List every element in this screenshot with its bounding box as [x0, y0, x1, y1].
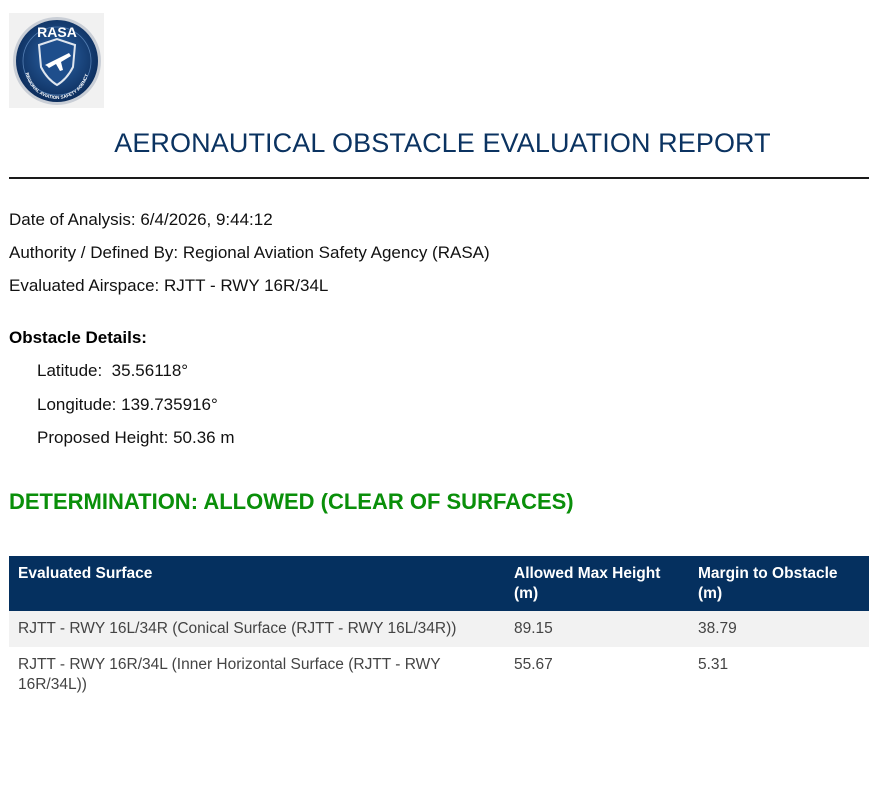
rasa-emblem-icon: RASA REGIONAL AVIATION SAFETY AGENCY	[12, 16, 101, 105]
date-of-analysis: Date of Analysis: 6/4/2026, 9:44:12	[9, 210, 273, 229]
title-divider	[9, 177, 869, 179]
cell-allowed-height: 55.67	[514, 656, 553, 673]
obstacle-details-heading: Obstacle Details:	[9, 328, 147, 347]
table-row: RJTT - RWY 16R/34L (Inner Horizontal Sur…	[9, 647, 869, 703]
determination-status: DETERMINATION: ALLOWED (CLEAR OF SURFACE…	[9, 489, 574, 514]
table-row: RJTT - RWY 16L/34R (Conical Surface (RJT…	[9, 611, 869, 647]
cell-allowed-height: 89.15	[514, 620, 553, 637]
obstacle-proposed-height: Proposed Height: 50.36 m	[37, 428, 235, 447]
obstacle-latitude: Latitude: 35.56118°	[37, 361, 189, 380]
column-header-evaluated-surface: Evaluated Surface	[18, 565, 153, 582]
evaluated-airspace: Evaluated Airspace: RJTT - RWY 16R/34L	[9, 276, 329, 295]
obstacle-longitude: Longitude: 139.735916°	[37, 395, 218, 414]
svg-text:RASA: RASA	[37, 24, 77, 40]
table-header-row: Evaluated Surface Allowed Max Height (m)…	[9, 556, 869, 611]
surfaces-table: Evaluated Surface Allowed Max Height (m)…	[9, 556, 869, 703]
column-header-allowed-max-height: Allowed Max Height (m)	[514, 565, 661, 602]
cell-margin: 38.79	[698, 620, 737, 637]
cell-surface: RJTT - RWY 16R/34L (Inner Horizontal Sur…	[18, 656, 441, 693]
column-header-margin-to-obstacle: Margin to Obstacle (m)	[698, 565, 838, 602]
cell-surface: RJTT - RWY 16L/34R (Conical Surface (RJT…	[18, 620, 457, 637]
authority: Authority / Defined By: Regional Aviatio…	[9, 243, 490, 262]
cell-margin: 5.31	[698, 656, 729, 673]
rasa-logo: RASA REGIONAL AVIATION SAFETY AGENCY	[9, 13, 104, 108]
report-title: AERONAUTICAL OBSTACLE EVALUATION REPORT	[114, 128, 771, 158]
